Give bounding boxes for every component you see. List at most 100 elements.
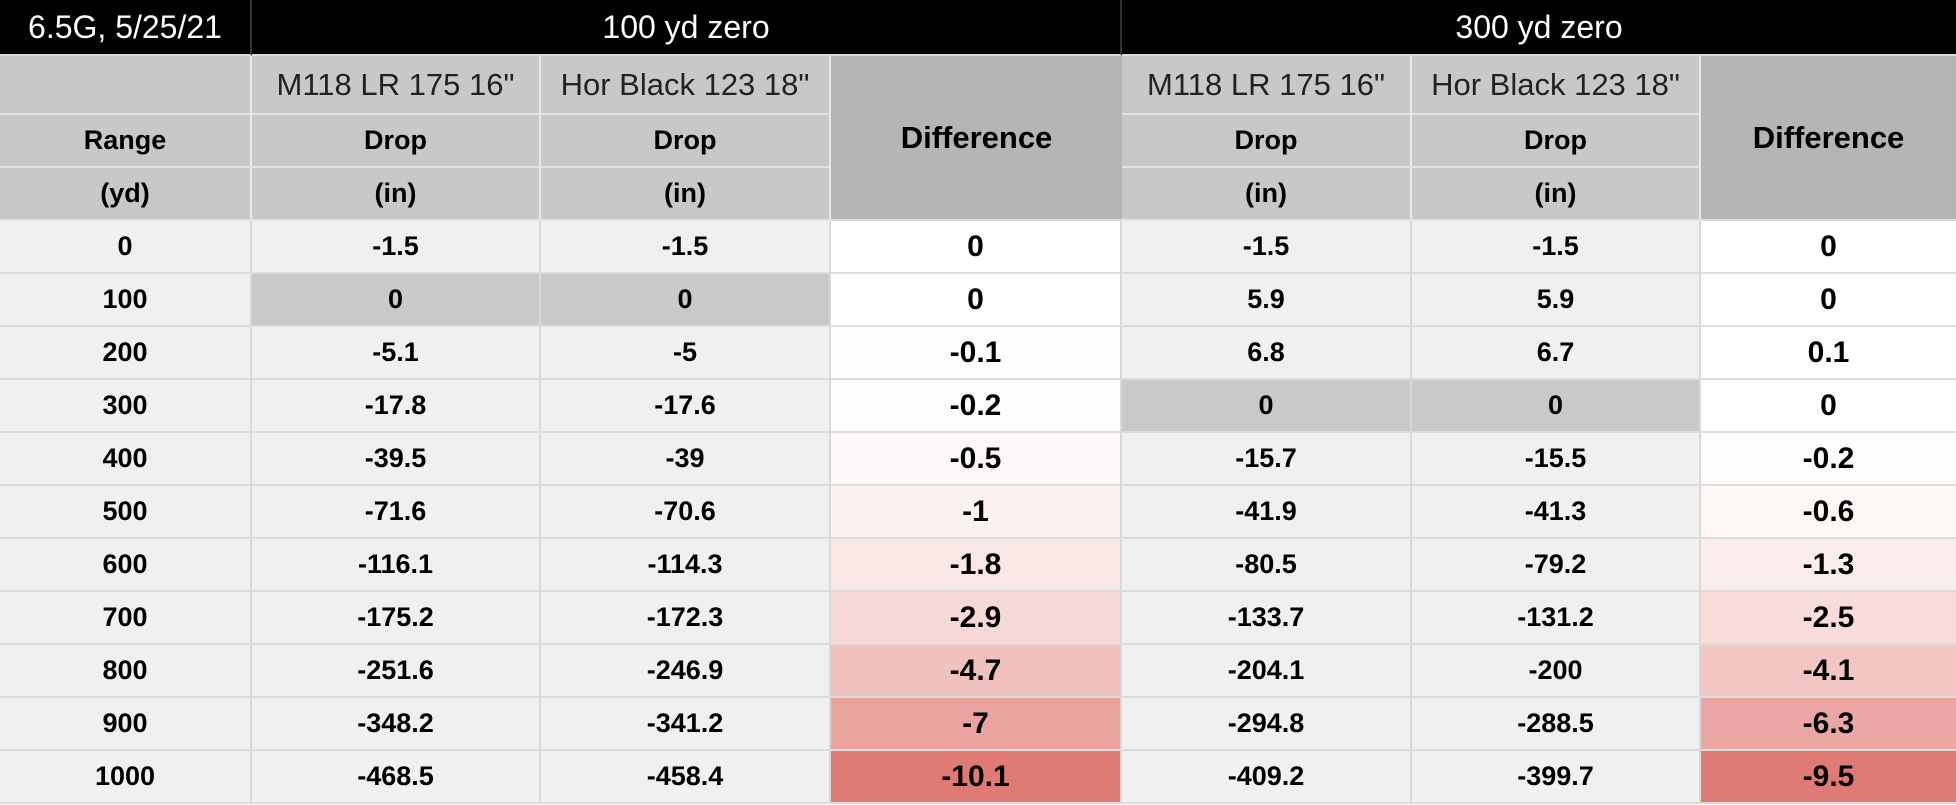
table-row: 800 -251.6 -246.9 -4.7 -204.1 -200 -4.1 xyxy=(0,645,1956,698)
difference-300-cell[interactable]: 0 xyxy=(1701,221,1956,274)
range-cell[interactable]: 600 xyxy=(0,539,252,592)
drop-header[interactable]: Drop xyxy=(1122,115,1412,168)
drop-m118-300-cell[interactable]: -294.8 xyxy=(1122,698,1412,751)
range-cell[interactable]: 100 xyxy=(0,274,252,327)
range-cell[interactable]: 400 xyxy=(0,433,252,486)
drop-hor-100-cell[interactable]: -341.2 xyxy=(541,698,831,751)
drop-hor-100-cell[interactable]: -70.6 xyxy=(541,486,831,539)
range-cell[interactable]: 300 xyxy=(0,380,252,433)
difference-100-cell[interactable]: -0.2 xyxy=(831,380,1122,433)
drop-hor-100-cell[interactable]: -172.3 xyxy=(541,592,831,645)
difference-300-cell[interactable]: -6.3 xyxy=(1701,698,1956,751)
drop-hor-100-cell[interactable]: -39 xyxy=(541,433,831,486)
difference-100-cell[interactable]: -2.9 xyxy=(831,592,1122,645)
load-name-m118-300[interactable]: M118 LR 175 16" xyxy=(1122,56,1412,115)
drop-hor-100-cell[interactable]: -114.3 xyxy=(541,539,831,592)
drop-unit[interactable]: (in) xyxy=(1122,168,1412,221)
drop-m118-100-cell[interactable]: 0 xyxy=(252,274,541,327)
difference-300-cell[interactable]: -2.5 xyxy=(1701,592,1956,645)
drop-m118-300-cell[interactable]: 6.8 xyxy=(1122,327,1412,380)
difference-100-cell[interactable]: -1 xyxy=(831,486,1122,539)
drop-m118-300-cell[interactable]: -15.7 xyxy=(1122,433,1412,486)
range-cell[interactable]: 0 xyxy=(0,221,252,274)
drop-hor-300-cell[interactable]: -131.2 xyxy=(1412,592,1701,645)
drop-m118-100-cell[interactable]: -1.5 xyxy=(252,221,541,274)
drop-m118-100-cell[interactable]: -468.5 xyxy=(252,751,541,804)
drop-unit[interactable]: (in) xyxy=(252,168,541,221)
drop-header[interactable]: Drop xyxy=(1412,115,1701,168)
drop-m118-100-cell[interactable]: -348.2 xyxy=(252,698,541,751)
difference-100-cell[interactable]: 0 xyxy=(831,221,1122,274)
drop-hor-300-cell[interactable]: -288.5 xyxy=(1412,698,1701,751)
title-cell[interactable]: 6.5G, 5/25/21 xyxy=(0,0,252,56)
drop-m118-100-cell[interactable]: -5.1 xyxy=(252,327,541,380)
drop-m118-300-cell[interactable]: -1.5 xyxy=(1122,221,1412,274)
drop-m118-100-cell[interactable]: -71.6 xyxy=(252,486,541,539)
drop-header[interactable]: Drop xyxy=(252,115,541,168)
difference-300-cell[interactable]: -0.6 xyxy=(1701,486,1956,539)
drop-hor-100-cell[interactable]: -5 xyxy=(541,327,831,380)
drop-hor-300-cell[interactable]: -1.5 xyxy=(1412,221,1701,274)
drop-hor-100-cell[interactable]: -17.6 xyxy=(541,380,831,433)
table-row: 600 -116.1 -114.3 -1.8 -80.5 -79.2 -1.3 xyxy=(0,539,1956,592)
range-cell[interactable]: 200 xyxy=(0,327,252,380)
difference-300-cell[interactable]: -4.1 xyxy=(1701,645,1956,698)
drop-m118-300-cell[interactable]: 5.9 xyxy=(1122,274,1412,327)
drop-m118-100-cell[interactable]: -175.2 xyxy=(252,592,541,645)
drop-hor-100-cell[interactable]: -458.4 xyxy=(541,751,831,804)
drop-m118-100-cell[interactable]: -17.8 xyxy=(252,380,541,433)
difference-100-cell[interactable]: 0 xyxy=(831,274,1122,327)
drop-hor-300-cell[interactable]: -41.3 xyxy=(1412,486,1701,539)
range-unit[interactable]: (yd) xyxy=(0,168,252,221)
difference-100-cell[interactable]: -0.1 xyxy=(831,327,1122,380)
drop-hor-300-cell[interactable]: -399.7 xyxy=(1412,751,1701,804)
difference-300-cell[interactable]: -1.3 xyxy=(1701,539,1956,592)
range-header[interactable]: Range xyxy=(0,115,252,168)
difference-100-cell[interactable]: -0.5 xyxy=(831,433,1122,486)
difference-300-cell[interactable]: 0.1 xyxy=(1701,327,1956,380)
load-name-m118-100[interactable]: M118 LR 175 16" xyxy=(252,56,541,115)
difference-300-cell[interactable]: -9.5 xyxy=(1701,751,1956,804)
drop-hor-300-cell[interactable]: -15.5 xyxy=(1412,433,1701,486)
drop-hor-300-cell[interactable]: 0 xyxy=(1412,380,1701,433)
drop-hor-300-cell[interactable]: 6.7 xyxy=(1412,327,1701,380)
difference-100-cell[interactable]: -4.7 xyxy=(831,645,1122,698)
drop-m118-300-cell[interactable]: -409.2 xyxy=(1122,751,1412,804)
drop-m118-100-cell[interactable]: -39.5 xyxy=(252,433,541,486)
group-header-100yd[interactable]: 100 yd zero xyxy=(252,0,1122,56)
drop-hor-100-cell[interactable]: -246.9 xyxy=(541,645,831,698)
drop-hor-100-cell[interactable]: 0 xyxy=(541,274,831,327)
difference-100-cell[interactable]: -7 xyxy=(831,698,1122,751)
difference-100-cell[interactable]: -10.1 xyxy=(831,751,1122,804)
difference-300-cell[interactable]: 0 xyxy=(1701,274,1956,327)
drop-m118-300-cell[interactable]: -133.7 xyxy=(1122,592,1412,645)
difference-100-cell[interactable]: -1.8 xyxy=(831,539,1122,592)
drop-m118-100-cell[interactable]: -116.1 xyxy=(252,539,541,592)
load-name-hor-100[interactable]: Hor Black 123 18" xyxy=(541,56,831,115)
drop-m118-300-cell[interactable]: -80.5 xyxy=(1122,539,1412,592)
drop-hor-300-cell[interactable]: -200 xyxy=(1412,645,1701,698)
drop-m118-300-cell[interactable]: -41.9 xyxy=(1122,486,1412,539)
drop-header[interactable]: Drop xyxy=(541,115,831,168)
range-cell[interactable]: 900 xyxy=(0,698,252,751)
difference-header-300[interactable]: Difference xyxy=(1701,56,1956,221)
difference-300-cell[interactable]: -0.2 xyxy=(1701,433,1956,486)
drop-unit[interactable]: (in) xyxy=(1412,168,1701,221)
range-cell[interactable]: 1000 xyxy=(0,751,252,804)
drop-hor-100-cell[interactable]: -1.5 xyxy=(541,221,831,274)
blank-cell[interactable] xyxy=(0,56,252,115)
drop-hor-300-cell[interactable]: -79.2 xyxy=(1412,539,1701,592)
drop-unit[interactable]: (in) xyxy=(541,168,831,221)
drop-m118-300-cell[interactable]: 0 xyxy=(1122,380,1412,433)
table-row: 100 0 0 0 5.9 5.9 0 xyxy=(0,274,1956,327)
load-name-hor-300[interactable]: Hor Black 123 18" xyxy=(1412,56,1701,115)
drop-m118-100-cell[interactable]: -251.6 xyxy=(252,645,541,698)
drop-m118-300-cell[interactable]: -204.1 xyxy=(1122,645,1412,698)
drop-hor-300-cell[interactable]: 5.9 xyxy=(1412,274,1701,327)
range-cell[interactable]: 700 xyxy=(0,592,252,645)
difference-header-100[interactable]: Difference xyxy=(831,56,1122,221)
difference-300-cell[interactable]: 0 xyxy=(1701,380,1956,433)
range-cell[interactable]: 800 xyxy=(0,645,252,698)
range-cell[interactable]: 500 xyxy=(0,486,252,539)
group-header-300yd[interactable]: 300 yd zero xyxy=(1122,0,1956,56)
